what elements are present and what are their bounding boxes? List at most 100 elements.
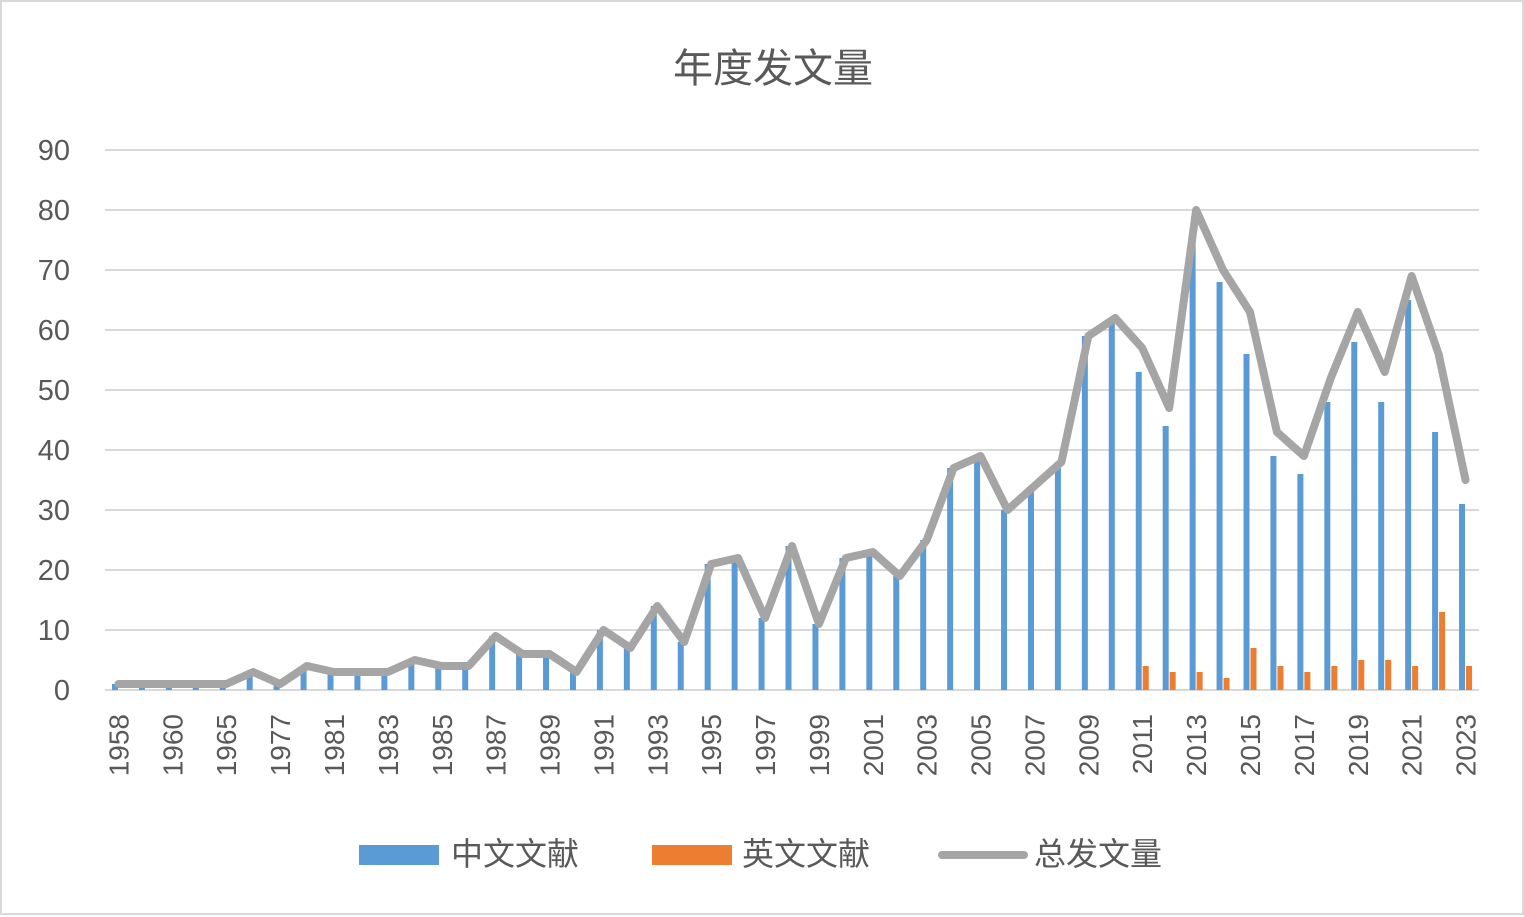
x-tick-label: 2011 (1127, 714, 1158, 774)
bar-chinese (596, 630, 603, 690)
bar-chinese (920, 540, 927, 690)
bar-english (1169, 672, 1176, 690)
bar-chinese (543, 654, 550, 690)
bar-chinese (1459, 504, 1466, 690)
bar-english (1277, 666, 1284, 690)
x-tick-label: 2021 (1397, 714, 1428, 776)
bar-chinese (704, 564, 711, 690)
x-tick-label: 2009 (1073, 714, 1104, 776)
x-tick-label: 2017 (1289, 714, 1320, 776)
y-tick-label: 20 (38, 555, 70, 587)
chinese-bars (111, 228, 1466, 690)
bar-chinese (435, 666, 442, 690)
bar-english (1358, 660, 1365, 690)
bar-chinese (327, 672, 334, 690)
bar-english (1466, 666, 1473, 690)
bar-chinese (1243, 354, 1250, 690)
bar-chinese (1297, 474, 1304, 690)
y-tick-label: 40 (38, 435, 70, 467)
bar-chinese (516, 654, 523, 690)
bar-chinese (1054, 462, 1061, 690)
y-tick-label: 10 (38, 615, 70, 647)
bar-chinese (839, 558, 846, 690)
bar-chinese (785, 546, 792, 690)
total-line (114, 206, 1470, 688)
x-tick-label: 1977 (265, 714, 296, 776)
x-tick-label: 2019 (1343, 714, 1374, 776)
bar-chinese (1001, 510, 1008, 690)
x-tick-label: 2001 (858, 714, 889, 776)
bar-chinese (354, 672, 361, 690)
bar-chinese (623, 648, 630, 690)
x-tick-label: 1985 (427, 714, 458, 776)
y-tick-label: 80 (38, 195, 70, 227)
bar-english (1331, 666, 1338, 690)
bar-chinese (569, 672, 576, 690)
x-tick-label: 1981 (319, 714, 350, 776)
bar-english (1439, 612, 1446, 690)
bar-chinese (1378, 402, 1385, 690)
bar-chinese (489, 636, 496, 690)
x-tick-label: 1958 (103, 714, 134, 776)
bar-chinese (1405, 300, 1412, 690)
bar-chinese (650, 606, 657, 690)
y-axis-ticks: 0 10 20 30 40 50 60 70 80 90 (38, 135, 70, 707)
gridlines (105, 149, 1479, 691)
legend-swatch-english (652, 845, 732, 865)
bar-chinese (381, 672, 388, 690)
x-tick-label: 1983 (373, 714, 404, 776)
bar-english (1250, 648, 1257, 690)
y-tick-label: 90 (38, 135, 70, 167)
x-tick-label: 1991 (588, 714, 619, 776)
bar-chinese (246, 672, 253, 690)
bar-chinese (812, 624, 819, 690)
bar-chinese (300, 666, 307, 690)
x-tick-label: 2013 (1181, 714, 1212, 776)
legend-label-total: 总发文量 (1034, 835, 1162, 873)
bar-chinese (893, 576, 900, 690)
bar-chinese (273, 684, 280, 690)
y-tick-label: 70 (38, 255, 70, 287)
y-tick-label: 0 (54, 675, 70, 707)
y-tick-label: 30 (38, 495, 70, 527)
bar-chinese (408, 660, 415, 690)
bar-chinese (866, 552, 873, 690)
x-tick-label: 2015 (1235, 714, 1266, 776)
bar-chinese (677, 642, 684, 690)
legend: 中文文献 英文文献 总发文量 (359, 835, 1162, 873)
bar-chinese (1189, 228, 1196, 690)
bar-chinese (462, 666, 469, 690)
x-tick-label: 1999 (804, 714, 835, 776)
x-tick-label: 1965 (211, 714, 242, 776)
english-bars (1142, 612, 1473, 690)
legend-swatch-chinese (359, 845, 439, 865)
x-axis-ticks: 1958 1960 1965 1977 1981 1983 1985 1987 1989 1991… (103, 714, 1481, 776)
x-tick-label: 1987 (481, 714, 512, 776)
bar-chinese (947, 468, 954, 690)
bar-chinese (1081, 336, 1088, 690)
bar-chinese (1324, 402, 1331, 690)
bar-english (1196, 672, 1203, 690)
x-tick-label: 1993 (642, 714, 673, 776)
bar-chinese (974, 456, 981, 690)
x-tick-label: 1960 (157, 714, 188, 776)
bar-chinese (758, 618, 765, 690)
x-tick-label: 2023 (1451, 714, 1482, 776)
bar-english (1304, 672, 1311, 690)
x-tick-label: 1989 (535, 714, 566, 776)
y-tick-label: 50 (38, 375, 70, 407)
bar-chinese (1027, 486, 1034, 690)
x-tick-label: 2005 (966, 714, 997, 776)
bar-english (1142, 666, 1149, 690)
x-tick-label: 2003 (912, 714, 943, 776)
bar-english (1385, 660, 1392, 690)
bar-chinese (1108, 318, 1115, 690)
legend-label-english: 英文文献 (742, 835, 870, 873)
bar-chinese (1351, 342, 1358, 690)
bar-english (1412, 666, 1419, 690)
bar-chinese (1162, 426, 1169, 690)
bar-chinese (731, 558, 738, 690)
total-line-group (114, 206, 1470, 688)
bar-chinese (1216, 282, 1223, 690)
